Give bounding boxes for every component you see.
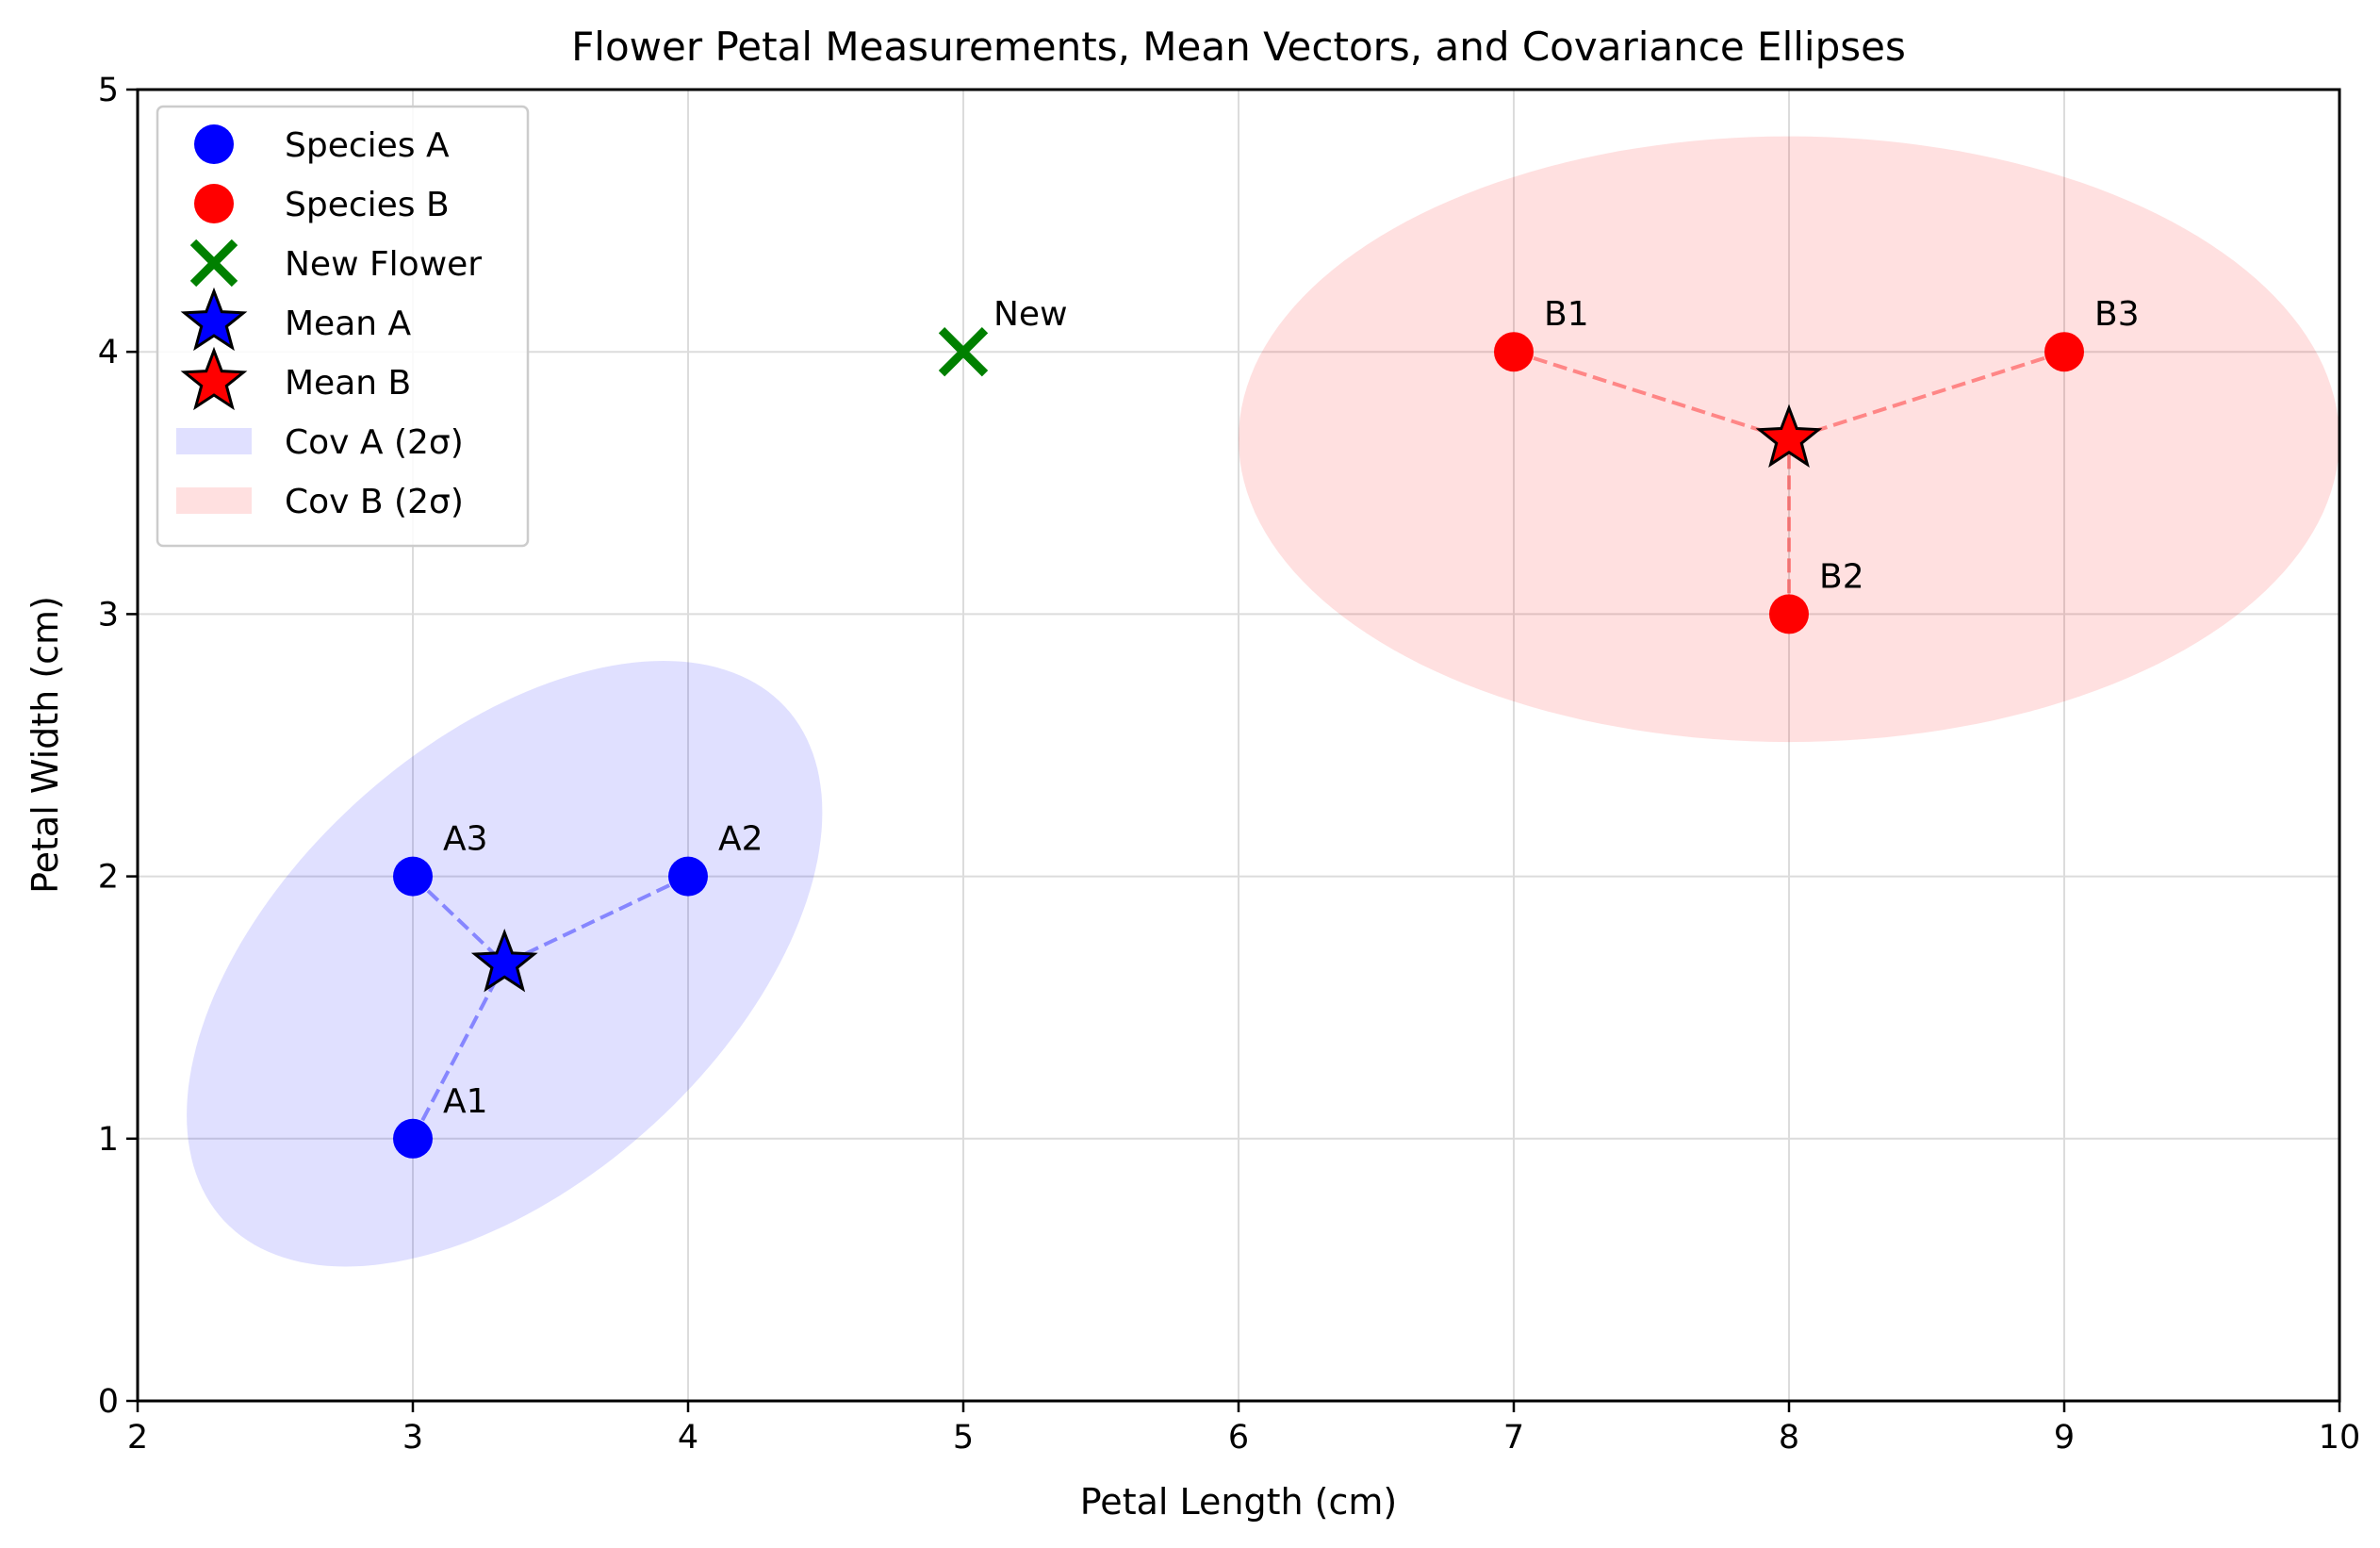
x-tick-label: 6: [1228, 1419, 1249, 1457]
mean-star-marker: [1755, 403, 1823, 468]
link-layer: [411, 350, 2065, 1140]
y-axis-label: Petal Width (cm): [25, 596, 66, 894]
legend-label: Cov A (2σ): [285, 423, 464, 462]
data-point: [393, 1118, 433, 1159]
mean-link-line: [411, 963, 507, 1140]
legend-box: [156, 105, 530, 548]
point-label: A2: [718, 820, 763, 859]
legend-marker: [180, 346, 248, 411]
label-layer: A1 A2 A3 B1 B2 B3 New: [443, 295, 2140, 1121]
legend-marker: [189, 239, 238, 288]
legend-label: Cov B (2σ): [285, 483, 464, 521]
y-tick-label: 4: [98, 334, 119, 371]
new-flower-marker: [938, 327, 989, 377]
legend-label: Species A: [285, 126, 450, 165]
point-label: B2: [1819, 557, 1864, 596]
legend-marker: [180, 287, 248, 352]
data-point: [2044, 332, 2084, 372]
legend-label: Mean B: [285, 364, 411, 403]
point-label: B1: [1544, 295, 1589, 334]
mean-link-line: [411, 875, 506, 965]
x-tick-label: 7: [1503, 1419, 1524, 1457]
point-label: B3: [2094, 295, 2140, 334]
point-label: A3: [443, 820, 488, 859]
legend-marker: [194, 184, 234, 223]
data-point: [668, 856, 708, 897]
y-tick-label: 1: [98, 1121, 119, 1159]
y-tick-label: 3: [98, 596, 119, 634]
x-tick-label: 8: [1779, 1419, 1799, 1457]
point-label: A1: [443, 1082, 488, 1121]
legend-marker: [194, 124, 234, 164]
mean-link-line: [1513, 350, 1790, 441]
chart-title: Flower Petal Measurements, Mean Vectors,…: [571, 24, 1906, 70]
x-tick-label: 4: [678, 1419, 698, 1457]
legend-marker: [176, 428, 252, 454]
x-tick-label: 3: [402, 1419, 423, 1457]
y-tick-label: 5: [98, 72, 119, 109]
data-point: [1494, 332, 1534, 372]
legend-label: Species B: [285, 186, 450, 224]
data-point: [393, 856, 433, 897]
x-tick-label: 5: [953, 1419, 974, 1457]
legend: Species A Species B New Flower Mean A Mean B…: [156, 105, 530, 548]
mean-star-marker: [470, 929, 538, 993]
y-tick-label: 0: [98, 1383, 119, 1421]
legend-label: Mean A: [285, 305, 412, 343]
x-axis-label: Petal Length (cm): [1080, 1481, 1397, 1523]
point-label: New: [993, 295, 1068, 334]
y-tick-label: 2: [98, 859, 119, 897]
x-tick-label: 10: [2319, 1419, 2361, 1457]
legend-marker: [176, 487, 252, 514]
x-tick-label: 2: [127, 1419, 148, 1457]
mean-link-line: [1788, 350, 2065, 441]
data-point: [1769, 594, 1809, 634]
point-layer: [393, 327, 2084, 1159]
mean-link-line: [503, 874, 689, 966]
tick-layer: 2 3 4 5 6 7 8 9 10 0 1 2 3 4 5: [98, 72, 2361, 1457]
legend-label: New Flower: [285, 245, 482, 284]
x-tick-label: 9: [2054, 1419, 2075, 1457]
